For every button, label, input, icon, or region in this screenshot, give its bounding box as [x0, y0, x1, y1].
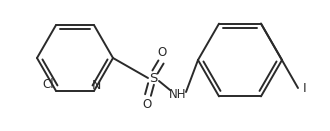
- Text: NH: NH: [169, 88, 187, 100]
- Text: S: S: [149, 72, 157, 84]
- Text: N: N: [91, 79, 101, 92]
- Text: Cl: Cl: [42, 78, 54, 91]
- Text: O: O: [157, 45, 167, 59]
- Text: I: I: [303, 81, 307, 94]
- Text: O: O: [142, 97, 151, 111]
